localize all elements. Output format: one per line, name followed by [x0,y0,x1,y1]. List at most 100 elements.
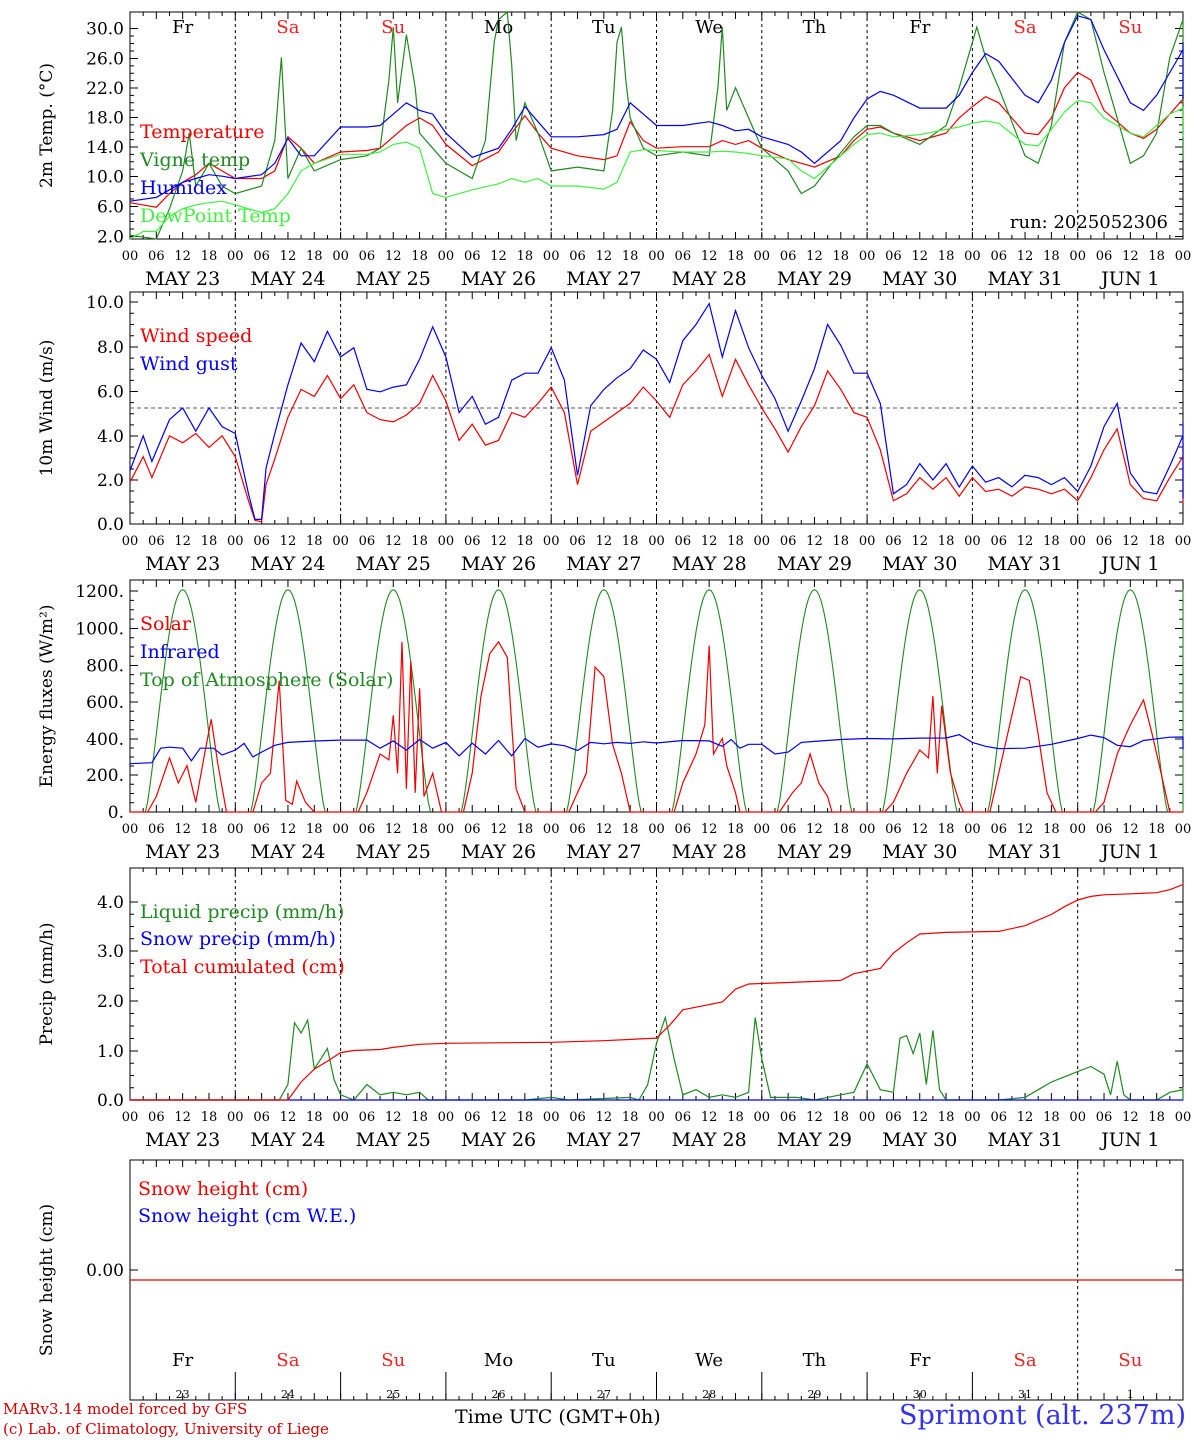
legend-entry: Wind speed [140,325,252,347]
y-tick-label: 0. [108,803,124,823]
day-label: MAY 31 [987,1129,1062,1151]
hour-label: 00 [754,249,771,264]
hour-label: 18 [938,249,955,264]
hour-label: 00 [122,1110,139,1125]
hour-label: 06 [1096,534,1113,549]
hour-label: 00 [543,1110,560,1125]
y-tick-label: 1200. [75,582,124,602]
hour-label: 18 [938,1110,955,1125]
hour-label: 12 [174,1110,191,1125]
day-label: MAY 31 [987,268,1062,290]
model-credit: MARv3.14 model forced by GFS [3,1400,248,1418]
y-tick-label: 1000. [75,620,124,640]
hour-label: 00 [1069,534,1086,549]
hour-label: 06 [148,1110,165,1125]
hour-label: 06 [253,822,270,837]
hour-label: 00 [438,822,455,837]
hour-label: 12 [911,534,928,549]
weekday-bottom: Sa [276,1350,299,1371]
hour-label: 18 [517,249,534,264]
date-number: 27 [597,1388,611,1401]
y-tick-label: 14.0 [86,138,124,158]
weekday-bottom: We [695,1350,723,1371]
hour-label: 12 [385,1110,402,1125]
day-label: MAY 24 [250,1129,325,1151]
day-label: MAY 26 [461,268,536,290]
hour-label: 18 [727,822,744,837]
hour-label: 00 [1069,249,1086,264]
y-tick-label: 4.0 [97,893,124,913]
y-axis-label: Energy fluxes (W/m²) [37,605,57,788]
day-label: MAY 25 [356,553,431,575]
legend-entry: Snow precip (mm/h) [140,928,336,950]
y-tick-label: 10.0 [86,293,124,313]
hour-label: 12 [490,249,507,264]
date-number: 29 [807,1388,821,1401]
hour-label: 18 [517,534,534,549]
hour-label: 06 [569,822,586,837]
day-label: MAY 28 [672,553,747,575]
hour-label: 06 [253,534,270,549]
hour-label: 12 [1122,534,1139,549]
hour-label: 12 [1017,249,1034,264]
hour-label: 00 [332,822,349,837]
hour-label: 12 [911,822,928,837]
hour-label: 12 [701,249,718,264]
y-tick-label: 400. [86,730,124,750]
y-tick-label: 0.00 [86,1261,124,1281]
hour-label: 00 [648,249,665,264]
hour-label: 12 [490,822,507,837]
hour-label: 12 [1017,822,1034,837]
hour-label: 18 [201,822,218,837]
day-label: MAY 27 [566,268,641,290]
y-tick-label: 600. [86,693,124,713]
hour-label: 12 [806,822,823,837]
day-label: MAY 25 [356,268,431,290]
y-tick-label: 2.0 [97,471,124,491]
hour-label: 00 [543,822,560,837]
hour-label: 00 [648,1110,665,1125]
legend-entry: Temperature [140,121,264,143]
hour-label: 18 [1043,249,1060,264]
y-tick-label: 1.0 [97,1042,124,1062]
hour-label: 06 [780,822,797,837]
day-label: MAY 23 [145,268,220,290]
y-axis-label: Snow height (cm) [37,1204,57,1356]
hour-label: 18 [201,249,218,264]
hour-label: 06 [464,534,481,549]
day-label: MAY 31 [987,841,1062,863]
hour-label: 06 [885,534,902,549]
hour-label: 00 [227,1110,244,1125]
hour-label: 18 [411,249,428,264]
weekday-top: Th [803,17,827,38]
y-tick-label: 10.0 [86,168,124,188]
hour-label: 06 [464,249,481,264]
hour-label: 12 [385,249,402,264]
day-label: MAY 23 [145,553,220,575]
day-label: MAY 29 [777,1129,852,1151]
series-solar [130,640,1183,813]
hour-label: 12 [280,534,297,549]
date-number: 28 [702,1388,716,1401]
x-axis-title: Time UTC (GMT+0h) [455,1406,661,1428]
hour-label: 00 [754,1110,771,1125]
weekday-top: Fr [909,17,930,38]
hour-label: 18 [306,1110,323,1125]
hour-label: 00 [859,249,876,264]
series-dewpoint-temp [129,99,1184,240]
hour-label: 12 [174,249,191,264]
day-label: MAY 29 [777,268,852,290]
hour-label: 12 [1017,1110,1034,1125]
hour-label: 12 [596,249,613,264]
hour-label: 18 [622,534,639,549]
weekday-top: Tu [592,17,616,38]
hour-label: 18 [1043,822,1060,837]
hour-label: 00 [1175,822,1192,837]
hour-label: 12 [280,822,297,837]
hour-label: 12 [280,249,297,264]
hour-label: 18 [622,1110,639,1125]
series-top-of-atmosphere-solar [144,589,1184,813]
hour-label: 06 [885,249,902,264]
hour-label: 18 [517,822,534,837]
day-label: MAY 23 [145,1129,220,1151]
